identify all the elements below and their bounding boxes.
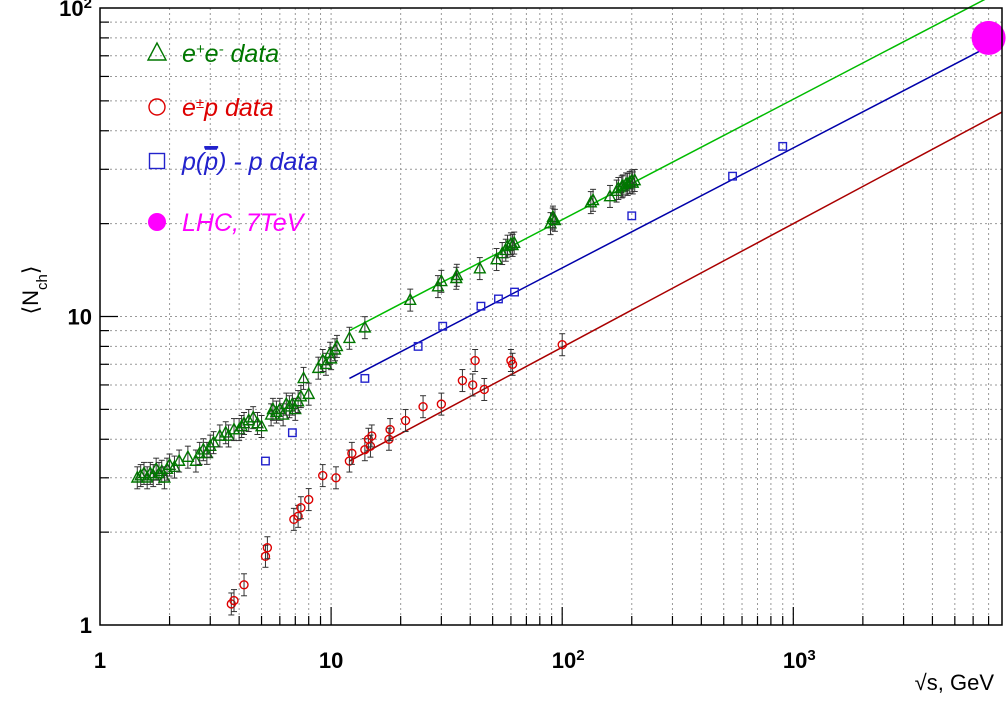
data-point [586,192,600,206]
data-point [200,445,214,459]
data-point [473,261,487,274]
data-point [296,503,306,513]
data-point [507,235,521,248]
y-tick-label: 102 [59,0,92,21]
data-point [365,441,376,451]
x-tick-label: 102 [552,647,585,674]
legend-marker [148,213,166,231]
x-axis-title: √s, GeV [915,670,995,695]
data-point [384,434,394,444]
fit-line [349,111,1003,462]
legend-label: e+e- data [182,40,279,68]
data-point [167,459,182,472]
data-point [130,470,144,483]
x-tick-label: 1 [94,648,106,673]
legend-marker [148,98,166,116]
data-point [342,330,356,344]
data-point [413,341,423,351]
data-point [213,428,227,441]
data-point [229,595,239,606]
legend: e+e- data e±p data p(p) - p data LHC, 7TeV [146,40,318,237]
data-point [507,359,518,369]
data-point [203,438,217,452]
data-point [490,252,504,265]
data-point [385,424,395,435]
data-point [418,402,428,412]
data-point [239,580,249,590]
legend-marker [148,152,166,170]
data-point [548,212,562,226]
data-point [242,413,256,426]
data-point [470,355,480,366]
data-point [323,345,337,359]
legend-label: LHC, 7TeV [182,209,306,237]
data-point [262,543,273,553]
data-point [134,468,148,481]
axis-ticks [100,21,990,625]
y-tick-label: 10 [68,305,92,330]
data-point [495,246,509,259]
data-point [181,449,195,463]
data-point [293,511,303,522]
data-point [287,428,297,438]
x-tick-label: 10 [319,648,343,673]
data-point [260,551,271,561]
data-point [628,172,642,186]
data-point [302,386,316,400]
data-point [479,384,489,395]
y-tick-label: 1 [80,613,92,638]
fit-line [349,0,986,332]
data-point [330,338,344,352]
data-point [438,321,448,331]
data-point [294,389,308,402]
data-point [172,453,186,466]
fit-lines [349,0,1003,462]
data-point [728,171,738,181]
data-point [189,453,203,466]
data-point [557,340,567,350]
data-point [476,301,486,311]
data-point [627,211,637,221]
data-point [400,415,411,426]
data-point [504,236,518,249]
data-point [358,320,372,333]
data-point [193,445,207,459]
legend-label: e±p data [182,94,274,122]
data-point [434,273,448,287]
data-point [494,294,503,304]
data-point [450,267,464,281]
data-point [221,428,236,441]
legend-label: p(p) - p data [181,148,318,176]
data-point [436,399,447,409]
data-point [468,380,478,390]
data-point [510,287,519,297]
grid-lines [100,8,1002,625]
data-point [269,404,283,417]
data-point [778,141,788,151]
tick-labels: 1 10 102 103 1 10 102 [59,0,816,673]
x-tick-label: 103 [783,647,816,674]
fit-line [349,38,1003,380]
data-point [237,415,251,429]
data-point [318,470,328,481]
data-point [261,456,270,466]
data-points [130,20,1006,616]
data-point [254,418,269,432]
data-point [457,375,468,386]
data-point [367,431,377,441]
data-point [296,370,311,384]
data-point [360,373,370,383]
data-point [971,20,1006,55]
data-point [324,351,338,364]
data-point [347,448,357,459]
data-point [246,410,260,423]
data-point [206,435,221,448]
data-point [304,494,314,505]
data-point [449,270,463,284]
legend-marker [146,41,168,61]
data-point [331,473,341,483]
data-point [403,292,417,306]
y-axis-title: ⟨Nch⟩ [18,266,51,315]
